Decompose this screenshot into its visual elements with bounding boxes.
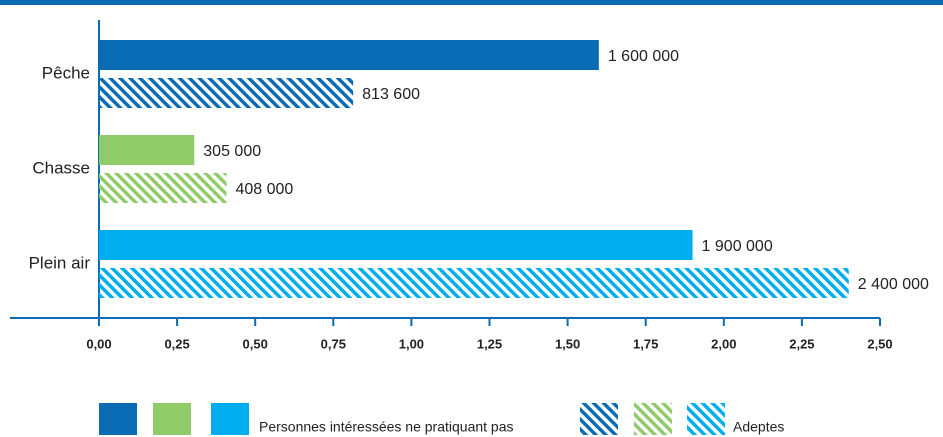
x-tick-label: 0,75: [321, 336, 346, 351]
legend-label: Personnes intéressées ne pratiquant pas: [259, 419, 514, 435]
value-label: 408 000: [235, 181, 293, 198]
legend-swatch: [153, 403, 191, 435]
x-tick-label: 2,50: [867, 336, 892, 351]
category-label: Pêche: [42, 63, 90, 82]
bar: [99, 135, 195, 165]
legend-label: Adeptes: [733, 419, 784, 435]
x-tick-label: 2,25: [789, 336, 814, 351]
value-label: 2 400 000: [858, 276, 929, 293]
x-tick-label: 0,00: [86, 336, 111, 351]
value-label: 813 600: [362, 86, 420, 103]
legend-swatch: [99, 403, 137, 435]
legend-swatch: [211, 403, 249, 435]
x-tick-label: 1,75: [633, 336, 658, 351]
bar: [99, 173, 227, 203]
bar: [99, 78, 354, 108]
bar: [99, 268, 849, 298]
legend-swatch: [580, 403, 618, 435]
bar: [99, 40, 599, 70]
value-label: 1 600 000: [608, 48, 679, 65]
bar: [99, 230, 693, 260]
value-label: 1 900 000: [702, 238, 773, 255]
category-label: Plein air: [29, 253, 91, 272]
value-label: 305 000: [203, 143, 261, 160]
legend-swatch: [634, 403, 672, 435]
x-tick-label: 1,50: [555, 336, 580, 351]
x-tick-label: 0,25: [164, 336, 189, 351]
x-tick-label: 1,25: [477, 336, 502, 351]
header-band: [0, 0, 943, 5]
legend-swatch: [687, 403, 725, 435]
x-tick-label: 0,50: [243, 336, 268, 351]
category-label: Chasse: [32, 158, 90, 177]
x-tick-label: 2,00: [711, 336, 736, 351]
x-tick-label: 1,00: [399, 336, 424, 351]
